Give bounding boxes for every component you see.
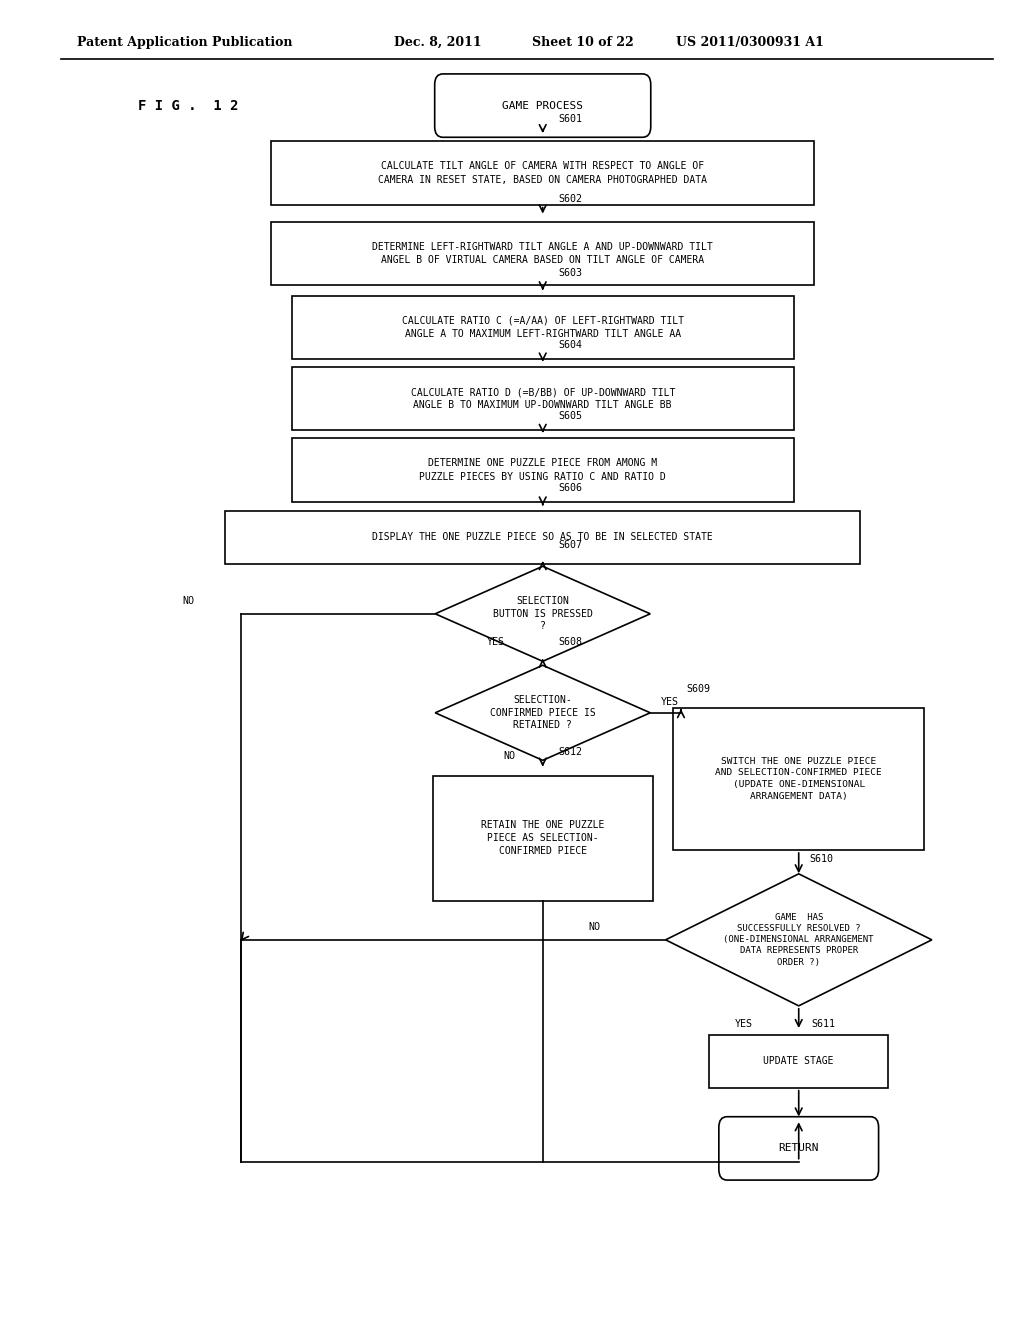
Text: CALCULATE RATIO D (=B/BB) OF UP-DOWNWARD TILT
ANGLE B TO MAXIMUM UP-DOWNWARD TIL: CALCULATE RATIO D (=B/BB) OF UP-DOWNWARD… [411, 387, 675, 411]
Text: SELECTION
BUTTON IS PRESSED
?: SELECTION BUTTON IS PRESSED ? [493, 597, 593, 631]
Text: SELECTION-
CONFIRMED PIECE IS
RETAINED ?: SELECTION- CONFIRMED PIECE IS RETAINED ? [489, 696, 596, 730]
Text: NO: NO [182, 595, 195, 606]
Text: S611: S611 [811, 1019, 835, 1030]
Text: CALCULATE RATIO C (=A/AA) OF LEFT-RIGHTWARD TILT
ANGLE A TO MAXIMUM LEFT-RIGHTWA: CALCULATE RATIO C (=A/AA) OF LEFT-RIGHTW… [401, 315, 684, 339]
FancyBboxPatch shape [719, 1117, 879, 1180]
Text: GAME PROCESS: GAME PROCESS [502, 100, 584, 111]
Text: Dec. 8, 2011: Dec. 8, 2011 [394, 36, 482, 49]
Text: Sheet 10 of 22: Sheet 10 of 22 [532, 36, 634, 49]
Text: RETAIN THE ONE PUZZLE
PIECE AS SELECTION-
CONFIRMED PIECE: RETAIN THE ONE PUZZLE PIECE AS SELECTION… [481, 820, 604, 857]
Text: S608: S608 [558, 636, 582, 647]
Bar [292, 296, 794, 359]
Bar [292, 367, 794, 430]
Text: NO: NO [589, 921, 601, 932]
Text: SWITCH THE ONE PUZZLE PIECE
AND SELECTION-CONFIRMED PIECE
(UPDATE ONE-DIMENSIONA: SWITCH THE ONE PUZZLE PIECE AND SELECTIO… [716, 756, 882, 801]
Text: S609: S609 [686, 684, 710, 694]
Text: S610: S610 [809, 854, 833, 865]
Text: YES: YES [660, 697, 679, 708]
FancyBboxPatch shape [434, 74, 651, 137]
Text: S612: S612 [558, 747, 582, 758]
Text: DETERMINE ONE PUZZLE PIECE FROM AMONG M
PUZZLE PIECES BY USING RATIO C AND RATIO: DETERMINE ONE PUZZLE PIECE FROM AMONG M … [420, 458, 666, 482]
Text: S601: S601 [558, 114, 582, 124]
Polygon shape [666, 874, 932, 1006]
Polygon shape [435, 665, 650, 760]
Text: S606: S606 [558, 483, 582, 494]
Text: S605: S605 [558, 411, 582, 421]
Text: US 2011/0300931 A1: US 2011/0300931 A1 [676, 36, 823, 49]
Text: NO: NO [504, 751, 516, 762]
Text: S604: S604 [558, 339, 582, 350]
Text: Patent Application Publication: Patent Application Publication [77, 36, 292, 49]
Bar [709, 1035, 888, 1088]
Text: S607: S607 [558, 540, 582, 550]
Text: YES: YES [486, 636, 505, 647]
Text: F I G .  1 2: F I G . 1 2 [138, 99, 239, 112]
Text: DISPLAY THE ONE PUZZLE PIECE SO AS TO BE IN SELECTED STATE: DISPLAY THE ONE PUZZLE PIECE SO AS TO BE… [373, 532, 713, 543]
Text: GAME  HAS
SUCCESSFULLY RESOLVED ?
(ONE-DIMENSIONAL ARRANGEMENT
DATA REPRESENTS P: GAME HAS SUCCESSFULLY RESOLVED ? (ONE-DI… [724, 913, 873, 966]
Polygon shape [435, 566, 650, 661]
Bar [225, 511, 860, 564]
Text: RETURN: RETURN [778, 1143, 819, 1154]
Bar [674, 708, 924, 850]
Text: S603: S603 [558, 268, 582, 279]
Bar [433, 776, 653, 900]
Bar [271, 222, 814, 285]
Text: YES: YES [735, 1019, 754, 1030]
Text: CALCULATE TILT ANGLE OF CAMERA WITH RESPECT TO ANGLE OF
CAMERA IN RESET STATE, B: CALCULATE TILT ANGLE OF CAMERA WITH RESP… [378, 161, 708, 185]
Text: DETERMINE LEFT-RIGHTWARD TILT ANGLE A AND UP-DOWNWARD TILT
ANGEL B OF VIRTUAL CA: DETERMINE LEFT-RIGHTWARD TILT ANGLE A AN… [373, 242, 713, 265]
Text: S602: S602 [558, 194, 582, 205]
Bar [292, 438, 794, 502]
Text: UPDATE STAGE: UPDATE STAGE [764, 1056, 834, 1067]
Bar [271, 141, 814, 205]
